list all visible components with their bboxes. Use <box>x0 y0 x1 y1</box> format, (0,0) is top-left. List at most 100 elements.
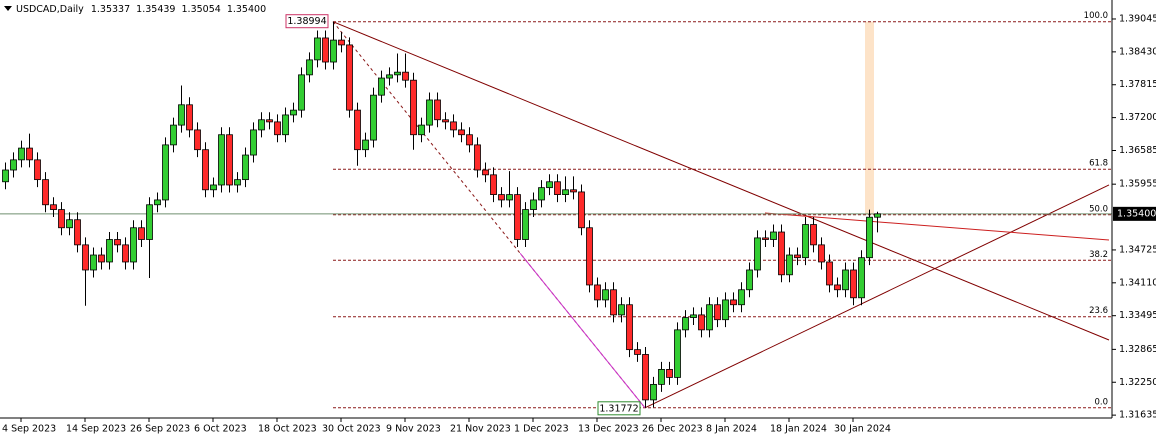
candle-body <box>338 39 345 46</box>
candle-body <box>866 216 873 259</box>
x-tick-label: 26 Dec 2023 <box>642 424 703 435</box>
y-tick-label: 1.31635 <box>1119 410 1156 421</box>
candle-body <box>74 219 81 246</box>
candle-body <box>90 254 97 271</box>
trendline <box>644 184 1110 409</box>
y-tick-label: 1.39045 <box>1119 13 1156 24</box>
candle-body <box>170 124 177 146</box>
candle-body <box>682 317 689 331</box>
candle-body <box>434 99 441 121</box>
candle-body <box>378 77 385 96</box>
candle-body <box>626 304 633 351</box>
candle-body <box>106 239 113 263</box>
candle-body <box>282 114 289 136</box>
candle-body <box>842 269 849 291</box>
candle-body <box>82 244 89 271</box>
low-label-box <box>597 401 641 416</box>
candle-body <box>362 139 369 151</box>
candle-body <box>714 304 721 321</box>
candle-body <box>242 154 249 181</box>
trendline <box>332 21 1110 341</box>
y-tick-label: 1.35955 <box>1119 179 1156 190</box>
candle-body <box>186 104 193 131</box>
candle-body <box>50 204 57 210</box>
y-tick-label: 1.38430 <box>1119 46 1156 57</box>
x-tick-label: 8 Jan 2024 <box>706 424 757 435</box>
candle-body <box>650 383 657 401</box>
candle-body <box>762 237 769 240</box>
x-tick-label: 18 Oct 2023 <box>258 424 317 435</box>
candle-body <box>138 227 145 240</box>
y-tick-label: 1.37815 <box>1119 79 1156 90</box>
candle-body <box>330 39 337 63</box>
candle-body <box>562 189 569 196</box>
candle-body <box>794 254 801 259</box>
candle-body <box>522 209 529 240</box>
plot-area <box>0 21 1112 409</box>
candle-body <box>674 329 681 378</box>
candle-body <box>26 147 33 161</box>
candle-body <box>306 59 313 76</box>
x-tick-label: 30 Oct 2023 <box>322 424 381 435</box>
candle-body <box>738 289 745 306</box>
candle-body <box>578 191 585 229</box>
candle-body <box>266 119 273 123</box>
candle-body <box>690 314 697 318</box>
high-label-box <box>285 14 329 29</box>
candle-body <box>290 109 297 116</box>
high-label: 1.38994 <box>287 16 326 27</box>
candle-body <box>370 94 377 141</box>
candle-body <box>18 147 25 161</box>
candle-body <box>770 231 777 240</box>
candle-body <box>778 231 785 276</box>
candle-body <box>258 119 265 131</box>
y-tick-label: 1.34110 <box>1119 277 1156 288</box>
header-open: 1.35337 <box>91 4 130 15</box>
candle-body <box>346 44 353 111</box>
x-tick-label: 18 Jan 2024 <box>770 424 827 435</box>
candle-body <box>354 109 361 151</box>
candle-body <box>2 169 9 183</box>
candle-body <box>162 144 169 201</box>
candle-body <box>450 121 457 131</box>
current-price-label: 1.35400 <box>1117 208 1156 219</box>
candle-body <box>810 224 817 246</box>
fib-label: 61.8 <box>1089 159 1108 169</box>
candle-body <box>698 314 705 331</box>
candle-body <box>482 169 489 176</box>
y-tick-label: 1.37200 <box>1119 112 1156 123</box>
candle-body <box>786 254 793 276</box>
symbol: USDCAD,Daily <box>16 4 84 15</box>
trendline <box>764 212 1110 241</box>
candle-body <box>634 349 641 355</box>
candle-body <box>322 37 329 63</box>
candle-body <box>250 129 257 156</box>
candle-body <box>642 354 649 401</box>
candle-body <box>154 199 161 206</box>
candle-body <box>466 134 473 146</box>
candle-body <box>546 181 553 189</box>
y-tick-label: 1.32865 <box>1119 344 1156 355</box>
candle-body <box>442 119 449 123</box>
fib-label: 100.0 <box>1084 11 1108 21</box>
header-low: 1.35054 <box>182 4 221 15</box>
candle-body <box>666 369 673 378</box>
header-close: 1.35400 <box>227 4 266 15</box>
candle-body <box>66 219 73 229</box>
candle-body <box>722 299 729 321</box>
candle-body <box>834 284 841 291</box>
candle-body <box>706 304 713 331</box>
x-tick-label: 9 Nov 2023 <box>386 424 441 435</box>
candle-body <box>10 159 17 171</box>
candle-body <box>610 289 617 316</box>
x-tick-label: 6 Oct 2023 <box>194 424 247 435</box>
candle-body <box>746 269 753 291</box>
candle-body <box>538 187 545 201</box>
x-tick-label: 4 Sep 2023 <box>2 424 56 435</box>
candle-body <box>194 129 201 151</box>
candle-body <box>234 179 241 186</box>
fib-band <box>865 21 874 215</box>
candle-body <box>570 189 577 193</box>
y-tick-label: 1.33495 <box>1119 310 1156 321</box>
